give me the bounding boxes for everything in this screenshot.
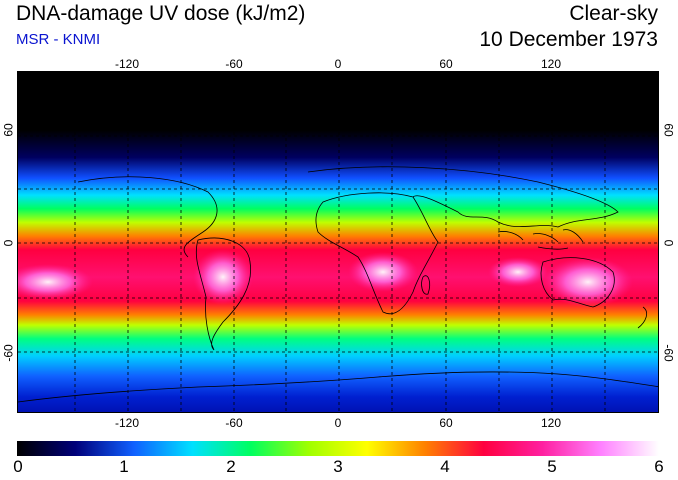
lon-tick-top-0: 0: [334, 57, 342, 71]
lon-tick-bottom-neg60: -60: [225, 416, 243, 430]
lon-tick-bottom-60: 60: [439, 416, 453, 430]
lon-tick-top-60: 60: [439, 57, 453, 71]
lon-tick-bottom-120: 120: [540, 416, 562, 430]
lon-tick-bottom-0: 0: [334, 416, 342, 430]
lon-tick-bottom-neg120: -120: [114, 416, 140, 430]
lat-tick-right-neg60: -60: [661, 344, 676, 362]
colorbar-label-0: 0: [13, 457, 23, 476]
dose-colorbar: [17, 441, 659, 456]
lon-tick-top-neg120: -120: [114, 57, 140, 71]
uv-dose-map: [17, 71, 659, 413]
lat-tick-left-neg60: -60: [1, 344, 16, 362]
sky-condition-label: Clear-sky: [569, 2, 658, 25]
lat-tick-left-60: 60: [1, 123, 16, 137]
colorbar-label-4: 4: [440, 457, 450, 476]
uv-dose-field: [18, 72, 658, 412]
map-title: DNA-damage UV dose (kJ/m2): [16, 2, 306, 25]
lat-tick-right-60: 60: [661, 123, 676, 137]
coastlines: [18, 166, 658, 403]
colorbar-label-3: 3: [333, 457, 343, 476]
colorbar-label-2: 2: [226, 457, 236, 476]
date-label: 10 December 1973: [479, 28, 658, 51]
lon-tick-top-neg60: -60: [225, 57, 243, 71]
graticule: [18, 72, 658, 412]
colorbar-label-1: 1: [119, 457, 129, 476]
lat-tick-left-0: 0: [1, 239, 16, 247]
source-label: MSR - KNMI: [16, 31, 101, 48]
colorbar-label-6: 6: [654, 457, 664, 476]
colorbar-label-5: 5: [547, 457, 557, 476]
lon-tick-top-120: 120: [540, 57, 562, 71]
lat-tick-right-0: 0: [661, 239, 676, 247]
